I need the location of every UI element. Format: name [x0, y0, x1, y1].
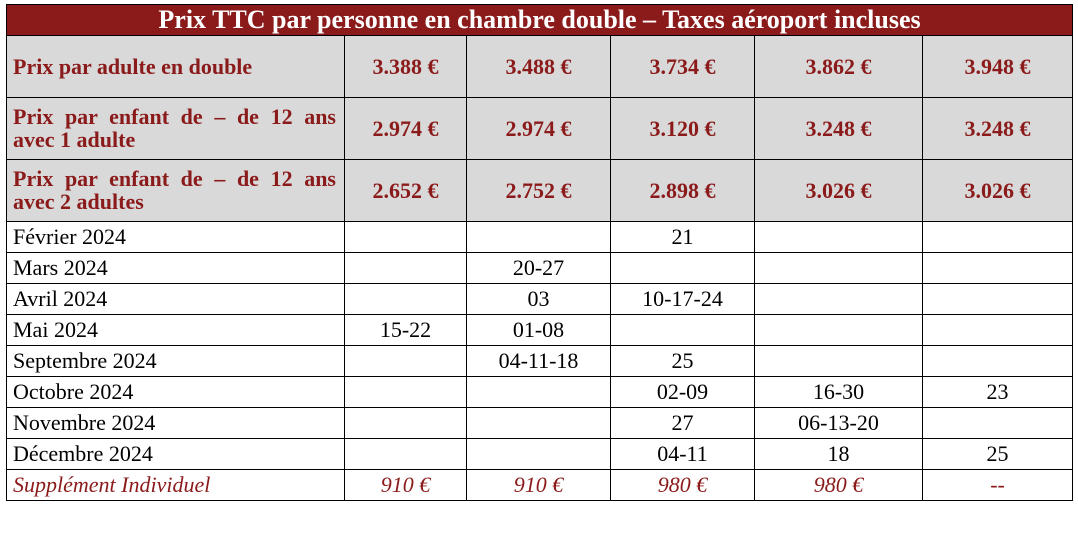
departure-dates — [754, 345, 923, 377]
price-row: Prix par adulte en double 3.388 €3.488 €3… — [6, 35, 1074, 98]
month-label: Avril 2024 — [6, 283, 345, 315]
date-row: Mai 2024 15-22 01-08 — [6, 314, 1074, 346]
date-row: Novembre 2024 27 06-13-20 — [6, 407, 1074, 439]
price-value: 3.026 € — [754, 159, 923, 222]
departure-dates — [754, 252, 923, 284]
departure-dates: 15-22 — [344, 314, 467, 346]
price-value: 2.752 € — [466, 159, 611, 222]
month-label: Octobre 2024 — [6, 376, 345, 408]
departure-dates: 16-30 — [754, 376, 923, 408]
departure-dates: 01-08 — [466, 314, 611, 346]
month-label: Février 2024 — [6, 221, 345, 253]
departure-dates: 02-09 — [610, 376, 755, 408]
price-row: Prix par enfant de – de 12 ans avec 1 ad… — [6, 97, 1074, 160]
supplement-value: 980 € — [754, 469, 923, 501]
date-row: Février 2024 21 — [6, 221, 1074, 253]
price-value: 3.388 € — [344, 35, 467, 98]
departure-dates: 25 — [610, 345, 755, 377]
price-label: Prix par enfant de – de 12 ans avec 2 ad… — [6, 159, 345, 222]
departure-dates — [921, 221, 1074, 253]
departure-dates: 04-11 — [610, 438, 755, 470]
month-label: Septembre 2024 — [6, 345, 345, 377]
departure-dates: 25 — [921, 438, 1074, 470]
departure-dates: 21 — [610, 221, 755, 253]
departure-dates: 06-13-20 — [754, 407, 923, 439]
price-value: 3.734 € — [610, 35, 755, 98]
price-value: 2.652 € — [344, 159, 467, 222]
departure-dates — [754, 221, 923, 253]
departure-dates: 04-11-18 — [466, 345, 611, 377]
departure-dates — [921, 252, 1074, 284]
month-label: Décembre 2024 — [6, 438, 345, 470]
price-row: Prix par enfant de – de 12 ans avec 2 ad… — [6, 159, 1074, 222]
date-row: Décembre 2024 04-11 18 25 — [6, 438, 1074, 470]
departure-dates — [344, 252, 467, 284]
departure-dates: 23 — [921, 376, 1074, 408]
price-label: Prix par enfant de – de 12 ans avec 1 ad… — [6, 97, 345, 160]
month-label: Mai 2024 — [6, 314, 345, 346]
price-table: Prix TTC par personne en chambre double … — [5, 4, 1074, 501]
departure-dates — [754, 283, 923, 315]
departure-dates — [344, 283, 467, 315]
departure-dates — [754, 314, 923, 346]
departure-dates — [921, 283, 1074, 315]
departure-dates: 27 — [610, 407, 755, 439]
supplement-label: Supplément Individuel — [6, 469, 345, 501]
departure-dates — [921, 407, 1074, 439]
departure-dates — [344, 345, 467, 377]
date-row: Mars 2024 20-27 — [6, 252, 1074, 284]
departure-dates — [466, 221, 611, 253]
departure-dates — [466, 438, 611, 470]
departure-dates: 20-27 — [466, 252, 611, 284]
departure-dates — [610, 252, 755, 284]
price-value: 3.948 € — [921, 35, 1074, 98]
supplement-row: Supplément Individuel 910 €910 €980 €980 … — [6, 469, 1074, 501]
departure-dates — [344, 438, 467, 470]
departure-dates — [466, 376, 611, 408]
departure-dates — [344, 376, 467, 408]
departure-dates — [610, 314, 755, 346]
price-value: 2.974 € — [344, 97, 467, 160]
date-row: Avril 2024 03 10-17-24 — [6, 283, 1074, 315]
price-label: Prix par adulte en double — [6, 35, 345, 98]
table-title: Prix TTC par personne en chambre double … — [5, 4, 1074, 36]
departure-dates: 03 — [466, 283, 611, 315]
price-value: 2.974 € — [466, 97, 611, 160]
price-value: 3.248 € — [754, 97, 923, 160]
price-value: 3.862 € — [754, 35, 923, 98]
date-row: Septembre 2024 04-11-18 25 — [6, 345, 1074, 377]
supplement-value: -- — [921, 469, 1074, 501]
supplement-value: 910 € — [466, 469, 611, 501]
date-row: Octobre 2024 02-09 16-30 23 — [6, 376, 1074, 408]
departure-dates — [921, 345, 1074, 377]
price-value: 3.120 € — [610, 97, 755, 160]
price-value: 3.248 € — [921, 97, 1074, 160]
title-row: Prix TTC par personne en chambre double … — [5, 4, 1074, 36]
price-value: 3.026 € — [921, 159, 1074, 222]
departure-dates — [466, 407, 611, 439]
month-label: Novembre 2024 — [6, 407, 345, 439]
price-value: 3.488 € — [466, 35, 611, 98]
supplement-value: 910 € — [344, 469, 467, 501]
departure-dates: 10-17-24 — [610, 283, 755, 315]
departure-dates — [344, 407, 467, 439]
departure-dates — [921, 314, 1074, 346]
departure-dates — [344, 221, 467, 253]
departure-dates: 18 — [754, 438, 923, 470]
month-label: Mars 2024 — [6, 252, 345, 284]
price-value: 2.898 € — [610, 159, 755, 222]
supplement-value: 980 € — [610, 469, 755, 501]
